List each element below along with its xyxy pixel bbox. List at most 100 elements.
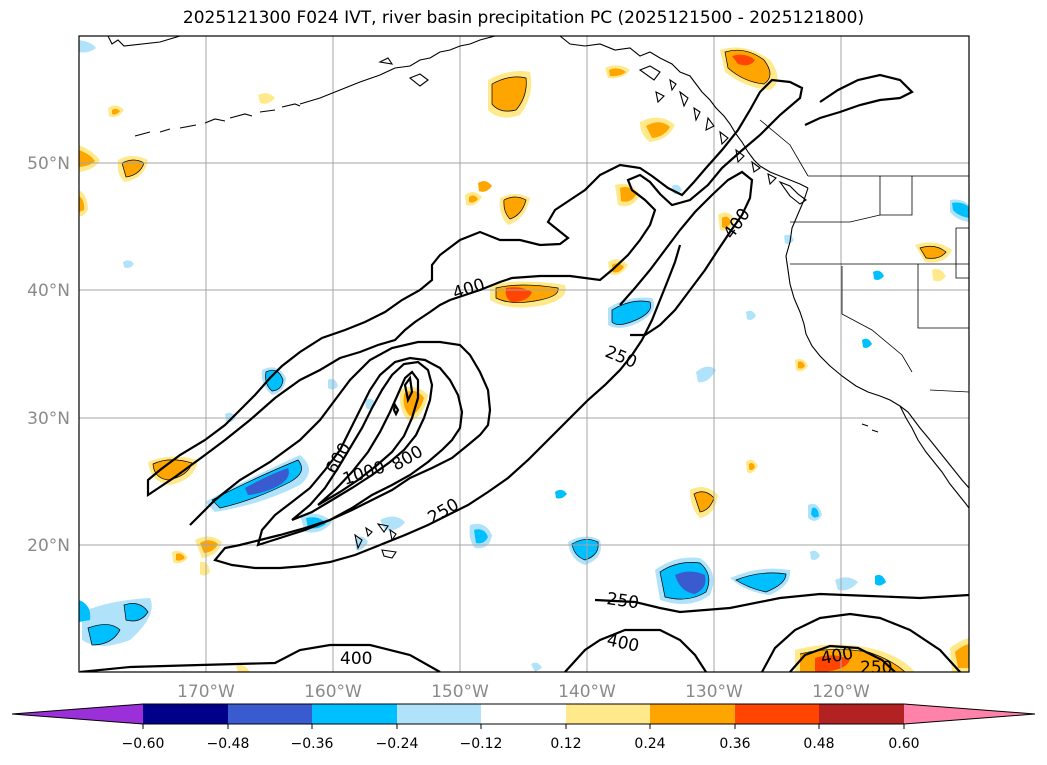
ivt-contour-250 xyxy=(146,78,804,498)
neg-area xyxy=(862,338,872,348)
latitude-labels: 50°N 40°N 30°N 20°N xyxy=(27,154,70,556)
pos-area xyxy=(469,195,478,203)
neg-area xyxy=(79,40,96,53)
lon-label: 140°W xyxy=(558,682,616,702)
neg-area xyxy=(88,624,120,645)
ivt-label: 250 xyxy=(860,658,892,678)
pos-area xyxy=(612,263,624,273)
neg-area xyxy=(784,234,794,244)
neg-area xyxy=(736,572,786,592)
neg-area xyxy=(875,574,886,586)
vancouver-island xyxy=(778,180,807,205)
pos-area xyxy=(503,197,526,219)
channel-islands xyxy=(861,423,879,433)
ivt-contour-250b xyxy=(564,628,707,672)
coastlines xyxy=(107,36,969,559)
pos-area xyxy=(200,561,210,576)
map-title: 2025121300 F024 IVT, river basin precipi… xyxy=(182,8,865,28)
colorbar-segment xyxy=(566,704,650,724)
aleutian-islands xyxy=(134,103,301,137)
ivt-label: 400 xyxy=(340,649,372,669)
negative-pc-areas xyxy=(79,40,969,672)
ivt-contour-400e xyxy=(619,170,754,337)
colorbar-tick-label: −0.36 xyxy=(291,736,334,752)
political-borders xyxy=(759,119,969,393)
colorbar-segment xyxy=(650,704,735,724)
ivt-contours xyxy=(79,73,969,672)
colorbar-segment xyxy=(312,704,397,724)
pos-area xyxy=(478,181,492,192)
pos-area xyxy=(153,459,192,480)
us-west-coast xyxy=(785,187,969,489)
colorbar-over-extend xyxy=(904,704,1035,724)
colorbar-tick-marks xyxy=(142,724,905,729)
gulf-of-alaska-coast xyxy=(559,36,809,189)
pos-area xyxy=(798,361,805,369)
neg-area xyxy=(380,516,405,531)
neg-area xyxy=(811,507,819,518)
ivt-contour-800 xyxy=(317,370,420,506)
pos-area xyxy=(920,246,946,259)
pos-area xyxy=(122,160,144,177)
neg-area xyxy=(531,662,542,672)
neg-area xyxy=(474,529,488,544)
neg-area xyxy=(245,468,289,495)
inside-passage-islands xyxy=(679,90,777,186)
ivt-contour-inner-ak xyxy=(804,73,914,126)
map-frame xyxy=(78,35,970,673)
hawaii-islands xyxy=(354,523,397,559)
ivt-contour-1000b xyxy=(392,401,400,417)
pos-area xyxy=(200,540,218,553)
colorbar-under-extend xyxy=(12,704,143,724)
pos-area xyxy=(749,463,755,471)
colorbar: −0.60 −0.48 −0.36 −0.24 −0.12 0.12 0.24 … xyxy=(11,703,1036,752)
pos-area xyxy=(932,268,946,282)
neg-area xyxy=(675,571,706,594)
pos-area xyxy=(236,664,250,672)
pos-area xyxy=(732,54,755,66)
map-canvas: 400 250 400 600 1000 800 250 250 400 400… xyxy=(79,36,969,678)
lat-label: 40°N xyxy=(27,281,70,301)
ivt-contour-400d xyxy=(256,356,464,547)
colorbar-tick-label: 0.24 xyxy=(634,736,665,752)
neg-area xyxy=(612,301,651,325)
pos-area xyxy=(112,108,120,115)
colorbar-tick-label: −0.24 xyxy=(376,736,419,752)
lat-label: 30°N xyxy=(27,409,70,429)
lat-label: 20°N xyxy=(27,536,70,556)
ivt-contour-400 xyxy=(79,643,441,672)
neg-area xyxy=(555,489,567,499)
neg-area xyxy=(124,603,148,621)
pos-area xyxy=(79,196,85,212)
colorbar-segment xyxy=(143,704,228,724)
colorbar-tick-label: −0.60 xyxy=(122,736,165,752)
colorbar-tick-label: 0.36 xyxy=(719,736,750,752)
graticule xyxy=(79,36,969,672)
colorbar-tick-label: 0.48 xyxy=(803,736,834,752)
neg-area xyxy=(123,260,134,268)
positive-pc-areas xyxy=(79,47,969,672)
ivt-contour-600 xyxy=(291,360,434,522)
neg-area xyxy=(746,310,756,320)
ivt-contour-250c xyxy=(761,612,961,672)
colorbar-tick-label: −0.12 xyxy=(460,736,503,752)
colorbar-segment xyxy=(481,704,566,724)
colorbar-segment xyxy=(228,704,312,724)
pos-area xyxy=(646,122,670,138)
neg-area xyxy=(265,370,283,391)
neg-area xyxy=(696,366,716,383)
lon-label: 160°W xyxy=(304,682,362,702)
pc-area-outlines xyxy=(87,49,947,672)
baja-california xyxy=(899,405,969,509)
pos-area xyxy=(176,553,185,561)
lon-label: 170°W xyxy=(177,682,235,702)
ivt-contour-400b xyxy=(594,592,969,614)
alaska-peninsula xyxy=(299,36,496,105)
alaska-coast xyxy=(107,36,181,47)
colorbar-tick-label: 0.60 xyxy=(888,736,919,752)
kodiak-island xyxy=(378,57,429,87)
lon-label: 150°W xyxy=(431,682,489,702)
pos-area xyxy=(955,644,969,668)
neg-area xyxy=(810,550,820,560)
colorbar-tick-label: −0.48 xyxy=(207,736,250,752)
